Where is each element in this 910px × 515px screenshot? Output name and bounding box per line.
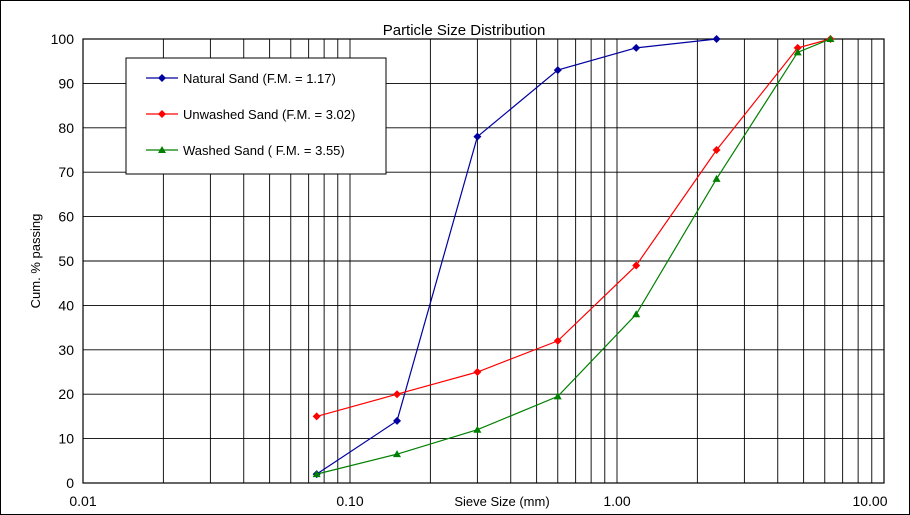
y-tick-label: 90 [58, 75, 74, 91]
legend-box [125, 57, 387, 175]
y-tick-label: 10 [58, 431, 74, 447]
chart-title: Particle Size Distribution [383, 22, 546, 39]
y-tick-label: 70 [58, 164, 74, 180]
data-point [473, 425, 482, 433]
data-point [312, 412, 321, 421]
data-series [312, 35, 835, 479]
data-point [632, 310, 641, 318]
series-line [316, 38, 831, 417]
data-point [553, 392, 562, 400]
x-tick-label: 0.01 [69, 493, 96, 509]
series-line [316, 38, 717, 475]
y-tick-label: 40 [58, 297, 74, 313]
data-point [473, 368, 482, 376]
y-tick-label: 30 [58, 342, 74, 358]
data-point [632, 43, 641, 52]
series-line [316, 38, 831, 475]
x-axis-ticks: 0.01 0.10 1.00 10.00 [69, 493, 887, 509]
x-tick-label: 10.00 [852, 493, 887, 509]
data-point [393, 390, 402, 399]
legend-marker [158, 110, 166, 118]
x-tick-label: 1.00 [603, 493, 630, 509]
data-point [312, 470, 321, 478]
data-point [553, 66, 562, 75]
y-axis-label: Cum. % passing [28, 214, 43, 309]
data-point [393, 416, 402, 425]
plot-area [82, 38, 885, 484]
data-point [712, 146, 721, 154]
x-tick-label: 0.10 [336, 493, 363, 509]
y-axis-ticks: 0 10 20 30 40 50 60 70 80 90 100 [51, 31, 75, 491]
legend-label: Natural Sand (F.M. = 1.17) [183, 71, 336, 86]
y-tick-label: 100 [51, 31, 75, 47]
legend-label: Washed Sand ( F.M. = 3.55) [183, 143, 345, 158]
y-tick-label: 80 [58, 120, 74, 136]
series-1 [312, 35, 721, 479]
legend-marker [158, 146, 166, 153]
data-point [632, 261, 641, 270]
data-point [793, 48, 802, 56]
data-point [712, 174, 721, 182]
legend-label: Unwashed Sand (F.M. = 3.02) [183, 107, 355, 122]
data-point [712, 35, 721, 43]
legend-marker [158, 74, 166, 82]
data-point [393, 450, 402, 458]
x-axis-label: Sieve Size (mm) [454, 494, 549, 509]
series-2 [312, 35, 835, 421]
data-point [826, 35, 835, 42]
legend: Natural Sand (F.M. = 1.17) Unwashed Sand … [125, 57, 387, 175]
y-tick-label: 50 [58, 253, 74, 269]
y-tick-label: 20 [58, 386, 74, 402]
data-point [793, 43, 802, 52]
y-tick-label: 60 [58, 209, 74, 225]
data-point [473, 132, 482, 141]
y-tick-label: 0 [66, 475, 74, 491]
data-point [553, 336, 562, 345]
series-3 [312, 35, 835, 478]
